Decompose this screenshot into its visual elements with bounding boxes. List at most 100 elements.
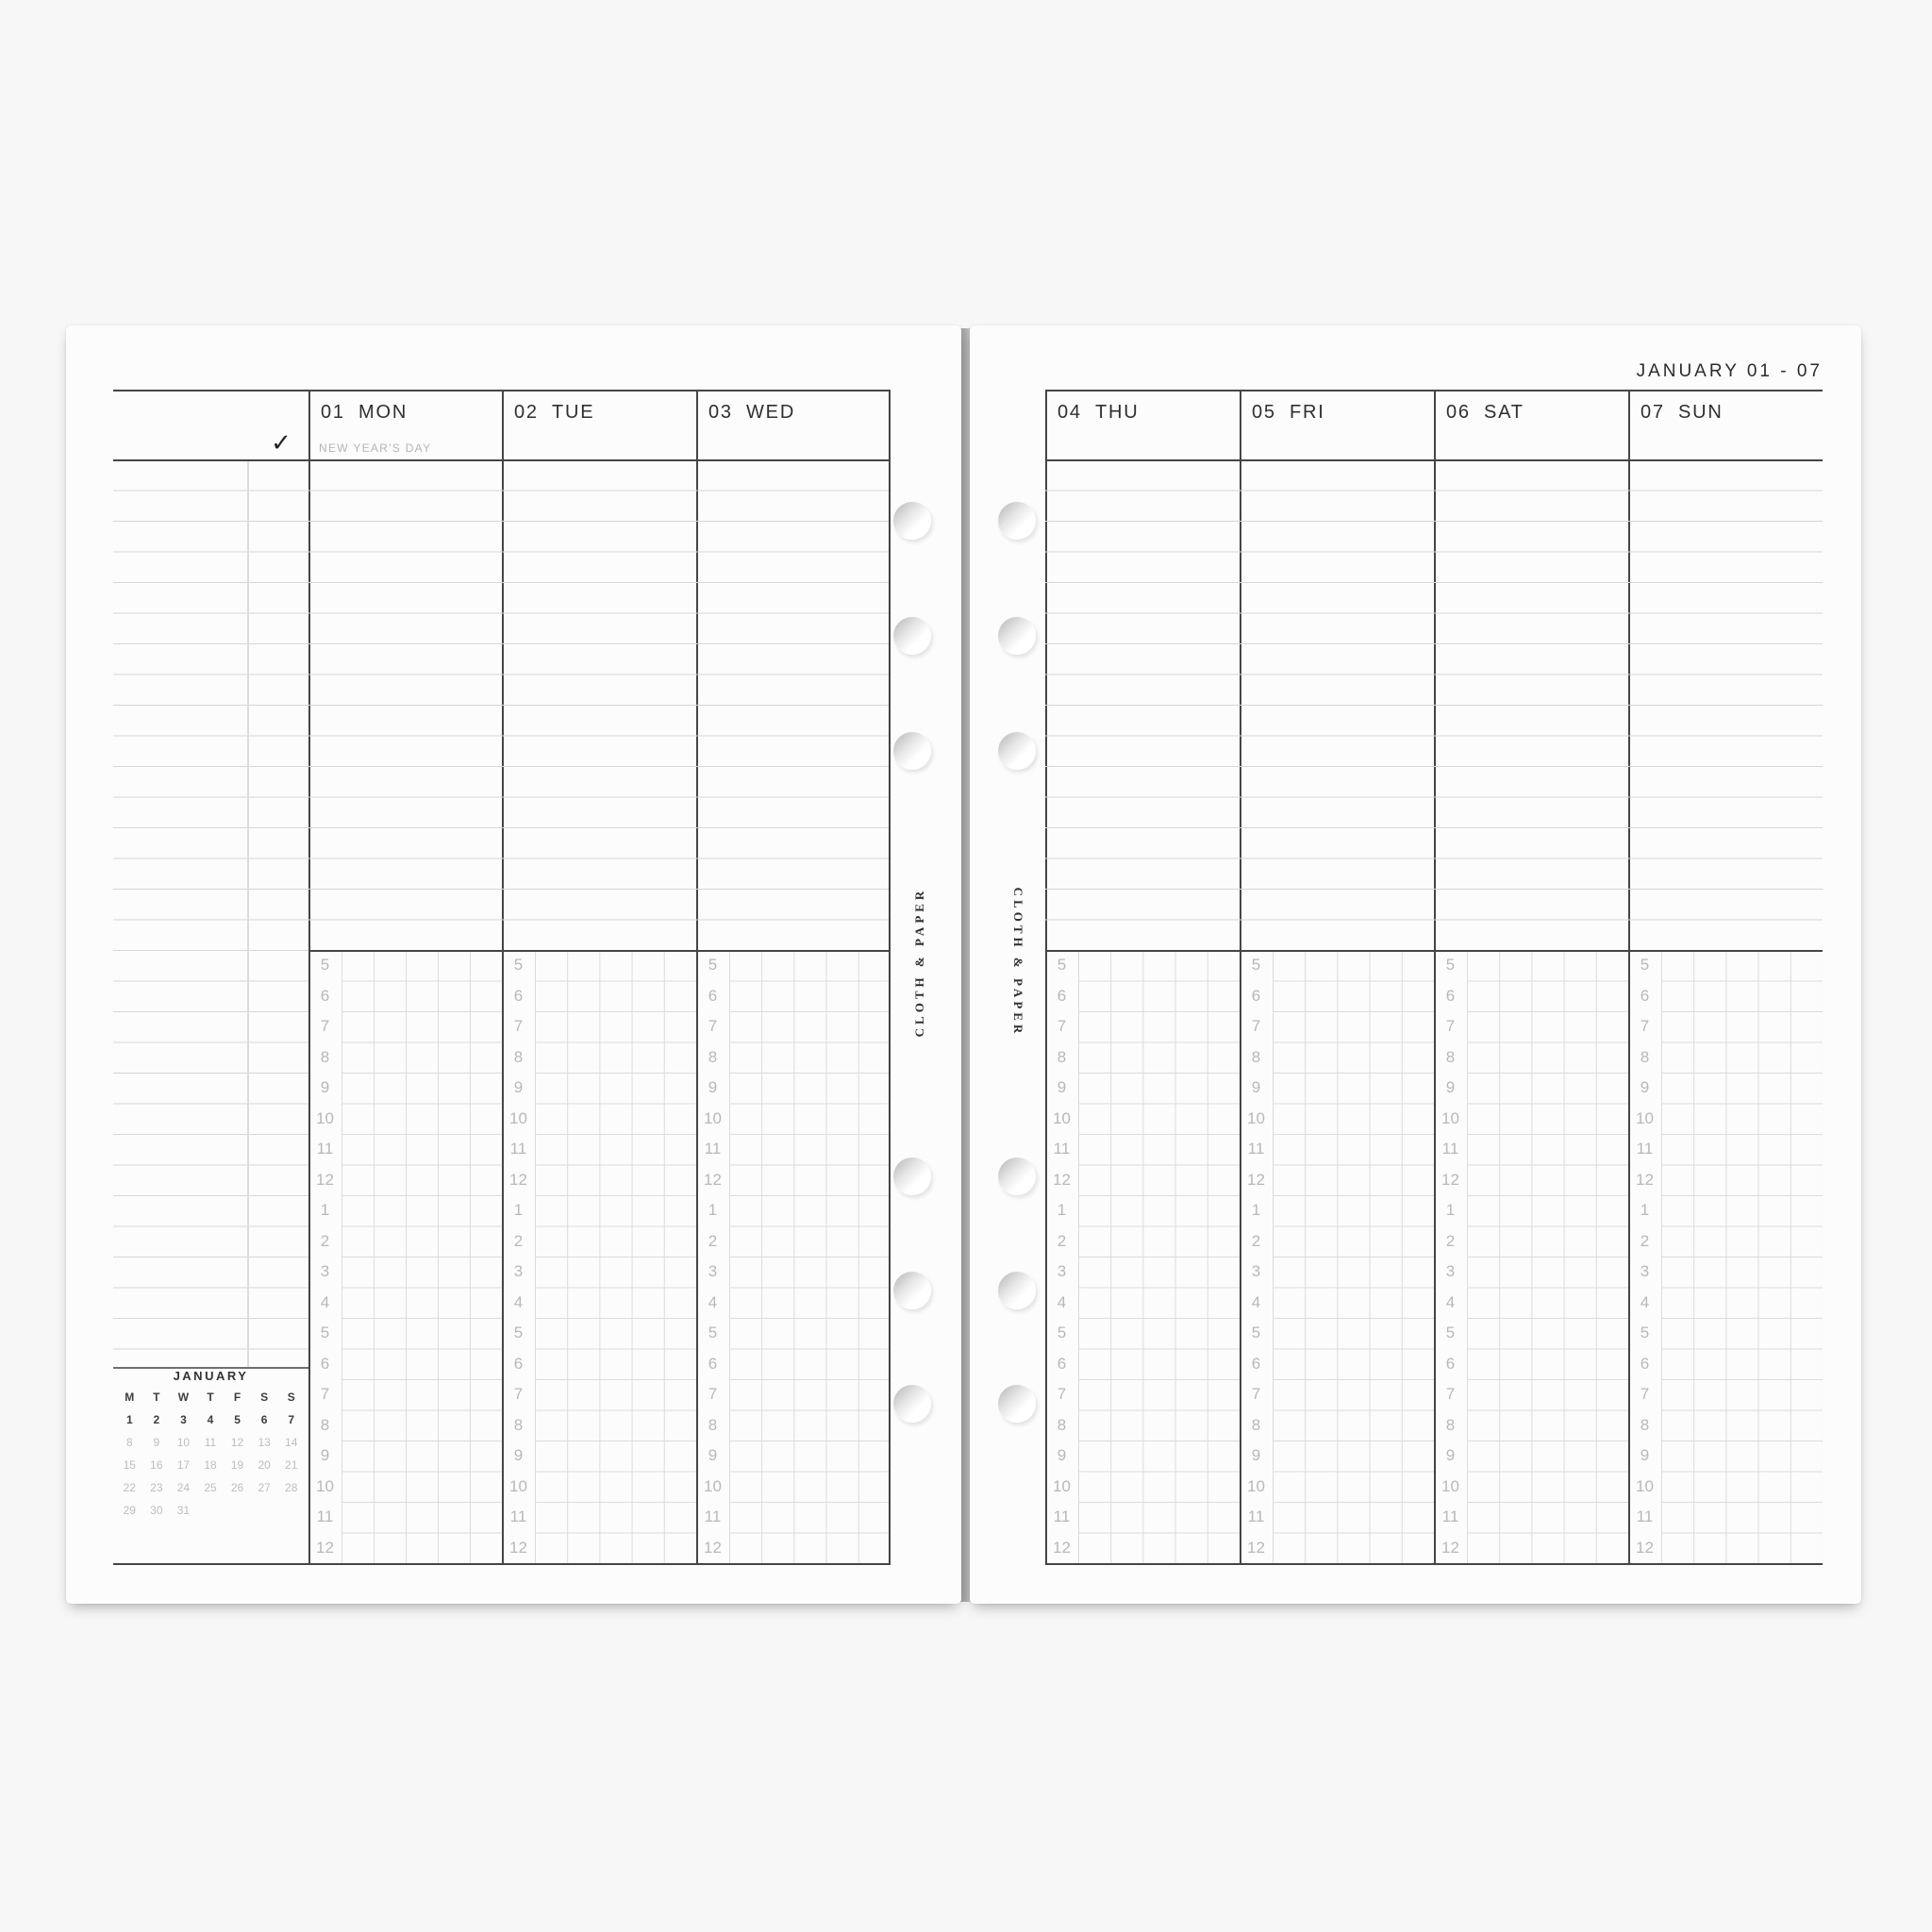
hour-label: 12 (704, 1538, 722, 1557)
mini-calendar-title: JANUARY (173, 1369, 249, 1383)
hour-label: 2 (1445, 1231, 1456, 1250)
day-ruled-lines (502, 459, 696, 950)
hour-label: 1 (1640, 1201, 1650, 1219)
day-name: MON (358, 402, 408, 423)
hour-label-column: 5 6 7 8 9 10 11 12 1 2 3 4 5 6 7 8 9 10 11 12 (1045, 950, 1078, 1563)
calendar-date: 5 (234, 1413, 241, 1426)
hour-label: 5 (320, 956, 330, 974)
day-name: FRI (1290, 402, 1325, 423)
hour-label: 3 (1445, 1262, 1456, 1280)
day-ruled-lines (1434, 459, 1628, 950)
hour-label: 12 (1441, 1170, 1459, 1189)
calendar-date (277, 1499, 305, 1522)
calendar-date: 19 (230, 1458, 244, 1472)
hour-label: 3 (320, 1262, 330, 1280)
hour-label: 10 (316, 1108, 334, 1127)
hour-label-column: 5 6 7 8 9 10 11 12 1 2 3 4 5 6 7 8 9 10 11 12 (696, 950, 729, 1563)
day-header: 05 FRI (1240, 390, 1434, 459)
hour-label: 1 (1445, 1201, 1456, 1219)
hour-label: 8 (320, 1415, 330, 1434)
hour-label: 3 (1640, 1262, 1650, 1280)
calendar-date: 11 (204, 1436, 217, 1449)
graph-grid (535, 950, 696, 1563)
day-name: TUE (552, 402, 595, 423)
hour-label: 7 (320, 1017, 330, 1035)
brand-logo: CLOTH & PAPER (912, 887, 926, 1038)
calendar-date: 25 (204, 1481, 217, 1494)
graph-grid (729, 950, 891, 1563)
hour-label: 12 (316, 1170, 334, 1189)
calendar-date: 26 (230, 1481, 244, 1494)
hour-label: 7 (320, 1385, 330, 1403)
calendar-date: 22 (123, 1481, 136, 1494)
day-column-sat: 06 SAT 5 6 7 8 9 10 11 12 1 2 3 4 5 6 7 8 9 10 11 12 (1434, 390, 1628, 1563)
hour-label: 3 (513, 1262, 524, 1280)
day-ruled-lines (1240, 459, 1434, 950)
hour-label: 2 (1057, 1231, 1067, 1250)
binder-hole (893, 617, 931, 655)
hour-label: 4 (1445, 1292, 1456, 1311)
binder-hole (998, 502, 1036, 540)
binder-hole (893, 1158, 931, 1195)
notes-ruled-lines (113, 459, 308, 1368)
hour-label-column: 5 6 7 8 9 10 11 12 1 2 3 4 5 6 7 8 9 10 11 12 (502, 950, 535, 1563)
hour-label: 11 (1441, 1507, 1459, 1525)
hour-label: 11 (1636, 1140, 1654, 1158)
hour-label: 1 (1251, 1201, 1261, 1219)
day-column-border (1628, 390, 1630, 1563)
hour-label: 12 (509, 1538, 527, 1557)
table-top-border (113, 390, 891, 391)
hour-label: 4 (320, 1292, 330, 1311)
day-number: 04 (1058, 402, 1082, 423)
table-bottom-border (113, 1563, 891, 1565)
grid-top-border (308, 950, 891, 952)
hour-label: 11 (316, 1140, 334, 1158)
hour-label: 9 (513, 1078, 524, 1096)
day-ruled-lines (696, 459, 891, 950)
calendar-date: 3 (180, 1413, 187, 1426)
calendar-date: 13 (258, 1436, 271, 1449)
hour-label: 12 (1053, 1538, 1071, 1557)
hour-label: 10 (1053, 1476, 1071, 1495)
calendar-date: 29 (123, 1504, 136, 1517)
hour-label: 10 (1247, 1476, 1265, 1495)
calendar-date: 6 (260, 1413, 268, 1426)
hour-label: 9 (708, 1446, 718, 1464)
binder-hole (998, 1158, 1036, 1195)
day-column-fri: 05 FRI 5 6 7 8 9 10 11 12 1 2 3 4 5 6 7 8 9 10 11 12 (1240, 390, 1434, 1563)
hour-label: 6 (1057, 986, 1067, 1005)
calendar-weekday: S (260, 1391, 269, 1404)
hour-label: 11 (1053, 1140, 1071, 1158)
calendar-date (197, 1499, 225, 1522)
hour-label: 10 (1441, 1108, 1459, 1127)
hour-label: 11 (1053, 1507, 1071, 1525)
hour-label-column: 5 6 7 8 9 10 11 12 1 2 3 4 5 6 7 8 9 10 11 12 (1434, 950, 1467, 1563)
calendar-weekday: F (233, 1391, 242, 1404)
hour-label: 12 (704, 1170, 722, 1189)
calendar-date: 15 (123, 1458, 136, 1472)
hour-label: 1 (1057, 1201, 1067, 1219)
holiday-label: NEW YEAR'S DAY (319, 441, 432, 455)
hour-label: 11 (316, 1507, 334, 1525)
hour-label: 10 (1636, 1476, 1654, 1495)
hour-label: 3 (708, 1262, 718, 1280)
hour-label: 5 (513, 1324, 524, 1341)
hour-label: 7 (513, 1385, 524, 1403)
grid-top-border (1045, 950, 1823, 952)
hour-label: 5 (1640, 956, 1650, 974)
hour-label: 6 (513, 1354, 524, 1373)
hour-label: 9 (1640, 1446, 1650, 1464)
hour-label: 5 (1640, 1324, 1650, 1341)
hour-label: 7 (1251, 1385, 1261, 1403)
hour-label: 8 (1640, 1047, 1650, 1066)
day-name: SAT (1484, 402, 1524, 423)
hour-label: 8 (1251, 1047, 1261, 1066)
calendar-weekday: S (287, 1391, 295, 1404)
day-header: 06 SAT (1434, 390, 1628, 459)
mini-calendar-dates: 1 2 3 4 5 6 7 8 9 10 11 12 13 14 15 16 17 18 19 20 21 22 23 24 2… (116, 1408, 305, 1522)
hour-label: 9 (1251, 1446, 1261, 1464)
hour-label: 6 (708, 986, 718, 1005)
hour-label-column: 5 6 7 8 9 10 11 12 1 2 3 4 5 6 7 8 9 10 11 12 (1240, 950, 1273, 1563)
calendar-date: 9 (153, 1436, 160, 1449)
